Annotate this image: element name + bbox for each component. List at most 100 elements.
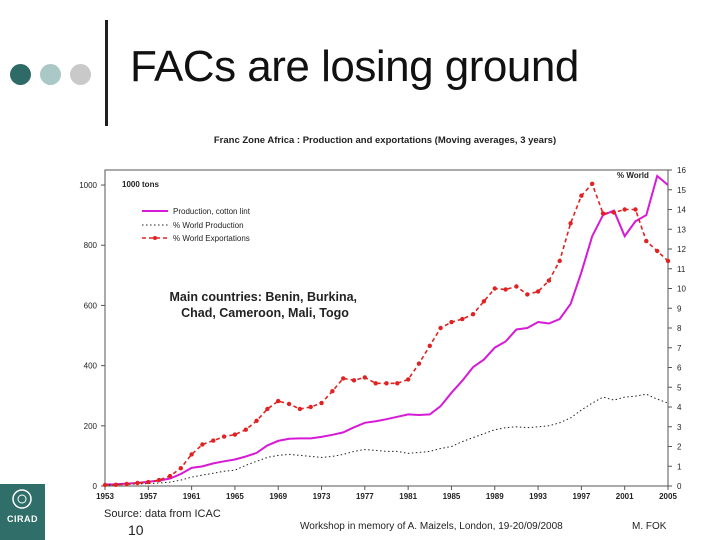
- source-note: Source: data from ICAC: [104, 508, 221, 520]
- series-point: [156, 477, 162, 483]
- x-tick-label: 1965: [226, 492, 244, 501]
- y2-tick-label: 14: [677, 206, 686, 215]
- series-point: [611, 210, 617, 215]
- series-point: [200, 442, 205, 447]
- y2-tick-label: 6: [677, 364, 682, 373]
- series-point: [525, 292, 530, 297]
- x-tick-label: 1953: [96, 492, 114, 501]
- series-point: [330, 389, 335, 394]
- y2-tick-label: 5: [677, 383, 682, 392]
- series-point: [286, 401, 292, 407]
- series-point: [373, 381, 378, 386]
- y2-tick-label: 15: [677, 186, 686, 195]
- series-point: [265, 406, 270, 412]
- legend-marker-world-exportations: [153, 236, 157, 240]
- y2-tick-label: 0: [677, 482, 682, 491]
- annotation-line-1: Main countries: Benin, Burkina,: [169, 290, 357, 304]
- series-point: [297, 406, 303, 412]
- series-point: [232, 432, 238, 437]
- legend-label-world-production: % World Production: [173, 221, 244, 230]
- x-tick-label: 1977: [356, 492, 374, 501]
- series-point: [384, 381, 389, 386]
- x-tick-label: 2001: [616, 492, 634, 501]
- chart-annotation: Main countries: Benin, Burkina, Chad, Ca…: [169, 290, 360, 320]
- series-point: [557, 258, 562, 264]
- series-point: [189, 452, 194, 457]
- series-point: [146, 479, 151, 485]
- x-tick-label: 2005: [659, 492, 677, 501]
- series-point: [211, 438, 216, 443]
- x-tick-label: 1981: [399, 492, 417, 501]
- series-point: [600, 211, 606, 216]
- series-point: [319, 400, 324, 406]
- series-point: [633, 207, 638, 212]
- series-point: [590, 181, 595, 186]
- y2-tick-label: 9: [677, 304, 682, 313]
- y2-tick-label: 3: [677, 423, 682, 432]
- series-point: [449, 319, 454, 325]
- author: M. FOK: [632, 521, 667, 532]
- legend-label-world-exportations: % World Exportations: [173, 234, 250, 243]
- x-tick-label: 1989: [486, 492, 504, 501]
- y2-tick-label: 12: [677, 245, 686, 254]
- title-divider: [105, 20, 108, 126]
- series-point: [341, 376, 346, 381]
- y-tick-label: 800: [84, 241, 98, 250]
- series-point: [102, 482, 108, 488]
- y-tick-label: 1000: [79, 181, 97, 190]
- x-tick-label: 1969: [269, 492, 287, 501]
- series-point: [622, 207, 627, 212]
- series-layer: [102, 174, 671, 488]
- series-point: [514, 284, 519, 289]
- x-tick-label: 1973: [313, 492, 331, 501]
- series-point: [655, 248, 660, 254]
- y2-tick-label: 1: [677, 462, 682, 471]
- y2-tick-label: 2: [677, 443, 682, 452]
- series-point: [665, 258, 671, 264]
- series-point: [579, 193, 584, 198]
- series-point: [460, 316, 465, 322]
- plot-frame: [104, 169, 669, 487]
- series-point: [308, 404, 313, 410]
- series-point: [113, 482, 119, 487]
- workshop-note: Workshop in memory of A. Maizels, London…: [300, 521, 563, 532]
- series-point: [427, 343, 432, 348]
- y-axis-label: 1000 tons: [122, 180, 159, 189]
- x-tick-label: 1993: [529, 492, 547, 501]
- series-point: [644, 238, 649, 244]
- series-point: [492, 286, 497, 291]
- series-point: [406, 377, 411, 382]
- logo-text: CIRAD: [7, 514, 38, 524]
- y-tick-label: 600: [84, 301, 98, 310]
- series-point: [546, 278, 552, 283]
- series-point: [481, 299, 487, 304]
- y2-tick-label: 16: [677, 166, 686, 175]
- y2-axis-label: % World: [617, 171, 649, 180]
- series-line-2: [104, 393, 669, 486]
- y2-tick-label: 13: [677, 225, 686, 234]
- series-point: [535, 289, 541, 294]
- series-point: [178, 466, 183, 471]
- series-point: [470, 312, 476, 317]
- y2-tick-label: 8: [677, 324, 682, 333]
- x-tick-label: 1961: [183, 492, 201, 501]
- series-point: [243, 427, 248, 432]
- series-point: [362, 375, 367, 380]
- chart-title: Franc Zone Africa : Production and expor…: [214, 135, 556, 146]
- slide-decor-dots: [10, 64, 100, 86]
- slide-title: FACs are losing ground: [130, 42, 579, 91]
- annotation-line-2: Chad, Cameroon, Mali, Togo: [181, 306, 349, 320]
- y2-tick-label: 7: [677, 344, 682, 353]
- y2-tick-label: 10: [677, 285, 686, 294]
- legend: Production, cotton lint % World Producti…: [142, 207, 251, 243]
- decor-dot-1: [10, 64, 31, 85]
- y-tick-label: 0: [93, 482, 98, 491]
- decor-dot-3: [70, 64, 91, 85]
- y2-tick-label: 4: [677, 403, 682, 412]
- series-point: [135, 480, 140, 486]
- cirad-logo-mark: [12, 489, 32, 509]
- x-tick-label: 1997: [572, 492, 590, 501]
- line-chart: Franc Zone Africa : Production and expor…: [79, 135, 686, 501]
- series-point: [503, 287, 508, 292]
